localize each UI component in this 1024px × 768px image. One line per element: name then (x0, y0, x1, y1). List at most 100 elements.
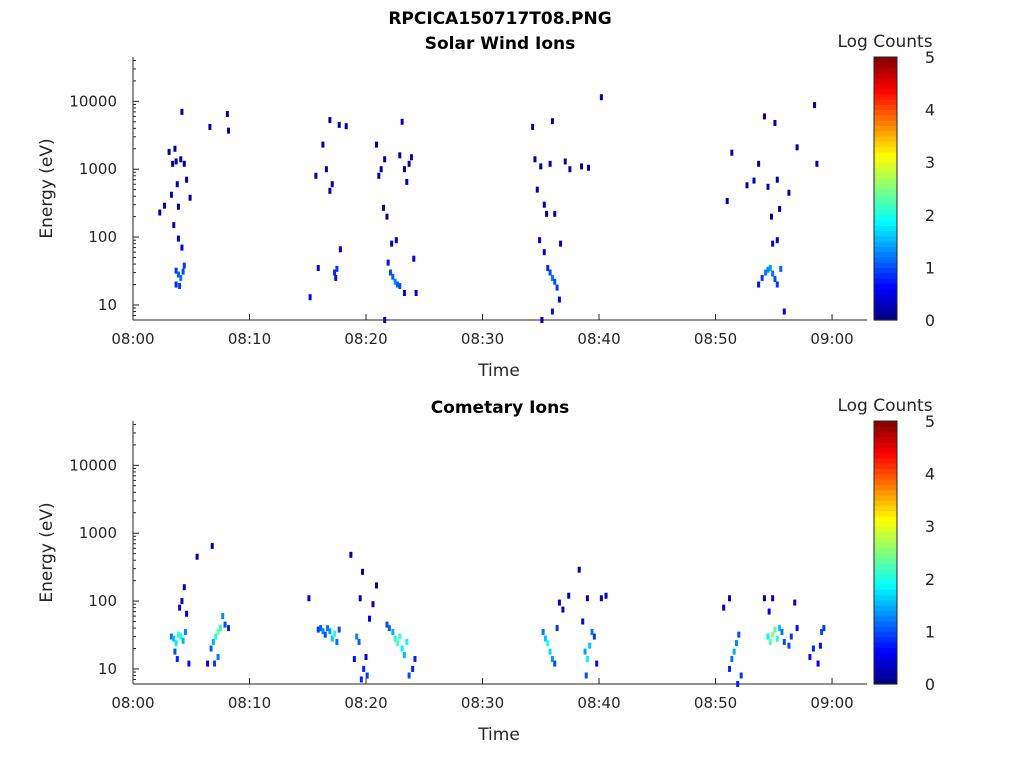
data-cell (407, 672, 411, 679)
colorbar-segment (874, 678, 897, 685)
data-cell (402, 166, 406, 173)
colorbar-segment (874, 67, 897, 74)
data-cell (604, 592, 608, 599)
data-cell (391, 629, 395, 636)
data-cell (540, 317, 544, 323)
colorbar-segment (874, 114, 897, 121)
x-tick-label: 08:30 (461, 694, 504, 712)
x-tick-label: 08:30 (461, 330, 504, 348)
data-cell (364, 653, 368, 660)
data-cell (771, 595, 775, 602)
data-cell (178, 604, 182, 611)
data-cell (387, 625, 391, 632)
data-cell (775, 281, 779, 288)
data-cell (769, 213, 773, 220)
y-tick-label: 100 (88, 228, 117, 246)
data-cell (414, 289, 418, 296)
colorbar-segment (874, 304, 897, 311)
panel-title: Cometary Ions (431, 398, 570, 418)
data-cell (328, 628, 332, 635)
data-cell (158, 209, 162, 216)
colorbar-segment (874, 167, 897, 174)
data-cell (764, 269, 768, 276)
data-cell (773, 276, 777, 283)
colorbar-segment (874, 552, 897, 559)
colorbar-segment (874, 104, 897, 111)
data-cell (390, 240, 394, 247)
data-cell (773, 626, 777, 633)
data-cell (307, 595, 311, 602)
data-cell (393, 635, 397, 642)
data-cell (732, 648, 736, 655)
colorbar-segment (874, 442, 897, 448)
colorbar-segment (874, 256, 897, 263)
colorbar-tick-label: 2 (925, 570, 935, 589)
colorbar-segment (874, 478, 897, 485)
data-cell (174, 281, 178, 288)
data-cell (180, 598, 184, 605)
data-cell (773, 119, 777, 126)
data-cell (559, 240, 563, 247)
data-cell (308, 294, 312, 301)
data-cell (188, 194, 192, 201)
data-cell (789, 633, 793, 640)
data-cell (385, 213, 389, 220)
data-cell (173, 648, 177, 655)
colorbar-segment (874, 636, 897, 643)
colorbar-segment (874, 520, 897, 527)
colorbar-label: Log Counts (837, 32, 932, 52)
data-cell (771, 631, 775, 638)
colorbar-tick-label: 4 (925, 465, 935, 484)
data-cell (735, 640, 739, 647)
data-cell (782, 308, 786, 315)
x-tick-label: 08:00 (111, 330, 154, 348)
data-cell (172, 635, 176, 642)
colorbar-segment (874, 531, 897, 538)
data-cell (183, 629, 187, 636)
colorbar-segment (874, 267, 897, 274)
data-cell (599, 595, 603, 602)
data-cell (808, 653, 812, 660)
colorbar-tick-label: 3 (925, 153, 935, 172)
colorbar-segment (874, 505, 897, 512)
x-axis-label: Time (477, 361, 520, 381)
colorbar-segment (874, 536, 897, 543)
colorbar-segment (874, 584, 897, 590)
data-cell (768, 638, 772, 645)
data-cell (182, 584, 186, 591)
data-cell (211, 638, 215, 645)
data-cell (176, 271, 180, 278)
data-cell (745, 182, 749, 189)
colorbar-tick-label: 4 (925, 101, 935, 120)
colorbar-segment (874, 426, 897, 433)
data-cell (357, 638, 361, 645)
x-tick-label: 08:10 (228, 694, 271, 712)
data-cell (548, 648, 552, 655)
colorbar-segment (874, 652, 897, 659)
colorbar-segment (874, 57, 897, 63)
colorbar-tick-label: 0 (925, 311, 935, 330)
colorbar-segment (874, 204, 897, 211)
colorbar-segment (874, 230, 897, 237)
data-cell (795, 144, 799, 151)
data-cell (361, 568, 365, 575)
data-cell (225, 111, 229, 118)
data-cell (335, 265, 339, 272)
colorbar-segment (874, 626, 897, 632)
data-cell (388, 269, 392, 276)
colorbar-segment (874, 199, 897, 205)
data-cell (323, 631, 327, 638)
colorbar-segment (874, 225, 897, 232)
data-cell (187, 660, 191, 667)
data-cell (371, 601, 375, 608)
data-cell (737, 631, 741, 638)
x-tick-label: 08:50 (694, 694, 737, 712)
colorbar-segment (874, 125, 897, 132)
data-cell (555, 284, 559, 291)
data-cell (595, 660, 599, 667)
colorbar-segment (874, 526, 897, 533)
colorbar-segment (874, 177, 897, 184)
data-cell (362, 665, 366, 672)
colorbar-segment (874, 214, 897, 221)
